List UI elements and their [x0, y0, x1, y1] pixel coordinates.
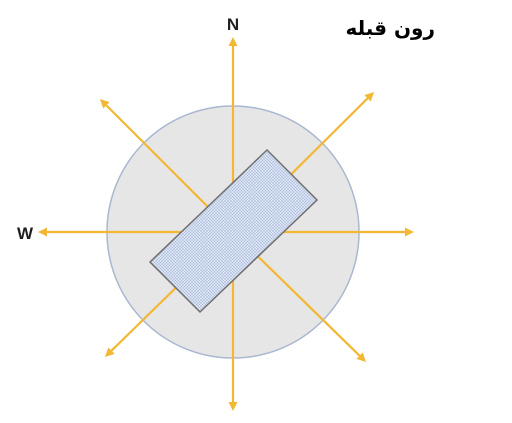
arrow-north-east-head — [364, 92, 374, 102]
arrow-west-head — [38, 227, 47, 237]
arrow-south-head — [228, 402, 238, 411]
arrow-north-west-head — [100, 99, 110, 109]
west-label: W — [17, 224, 34, 243]
diagram-title: رون قبله — [345, 16, 435, 40]
arrow-east-head — [405, 227, 414, 237]
arrow-north-head — [228, 37, 238, 46]
building-rectangle — [148, 148, 319, 314]
arrow-south-west-head — [105, 347, 115, 357]
north-label: N — [227, 15, 239, 34]
arrow-south-east-head — [356, 352, 366, 362]
